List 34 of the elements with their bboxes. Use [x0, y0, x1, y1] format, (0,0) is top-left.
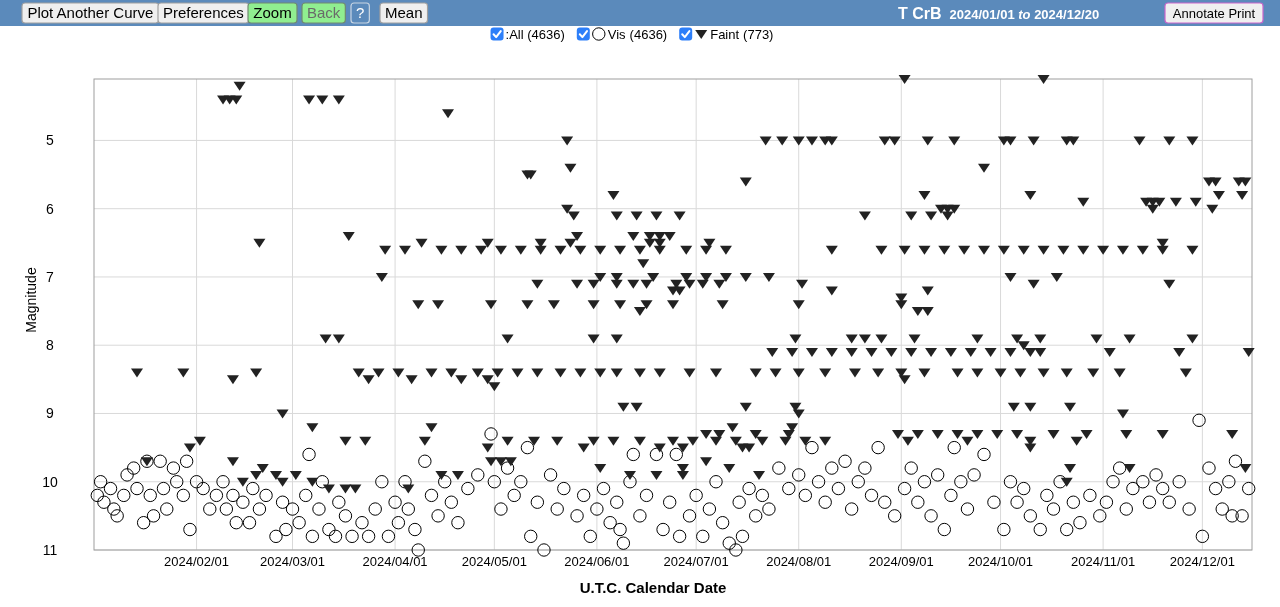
y-tick-label: 11	[42, 542, 58, 558]
legend-title: :All (4636)	[505, 26, 565, 42]
x-tick-label: 2024/12/01	[1169, 554, 1235, 569]
x-tick-label: 2024/04/01	[362, 554, 428, 569]
x-tick-label: 2024/06/01	[564, 554, 630, 569]
x-axis-title: U.T.C. Calendar Date	[579, 579, 727, 596]
y-tick-label: 10	[42, 473, 58, 490]
x-tick-label: 2024/03/01	[259, 554, 326, 569]
y-tick-label: 5	[46, 132, 55, 149]
x-tick-label: 2024/11/01	[1071, 554, 1136, 569]
button: Mean	[379, 2, 429, 24]
y-tick-label: 8	[46, 337, 55, 354]
text: (773)	[743, 26, 774, 42]
legend-label: Faint	[710, 26, 740, 42]
x-tick-label: 2024/08/01	[766, 554, 832, 569]
y-tick-label: 7	[46, 268, 55, 285]
text: (4636)	[629, 26, 668, 42]
chart-title: T CrB	[898, 5, 942, 22]
y-tick-label: 9	[46, 405, 55, 422]
x-tick-label: 2024/05/01	[461, 554, 527, 569]
x-tick-label: 2024/07/01	[663, 554, 729, 569]
x-tick-label: 2024/02/01	[164, 554, 230, 569]
button: Preferences	[157, 2, 250, 24]
button: Back	[301, 2, 346, 24]
y-tick-label: 6	[46, 200, 55, 217]
chart-subtitle: 2024/01/01 to 2024/12/20	[949, 7, 1100, 22]
legend-label: Vis	[607, 26, 627, 42]
x-tick-label: 2024/10/01	[968, 554, 1034, 569]
help-button: ?	[350, 2, 370, 24]
button: Zoom	[247, 2, 298, 24]
x-tick-label: 2024/09/01	[868, 554, 934, 569]
button: Annotate Print	[1164, 2, 1264, 24]
y-axis-title: Magnitude	[23, 267, 39, 333]
button: Plot Another Curve	[21, 2, 160, 24]
